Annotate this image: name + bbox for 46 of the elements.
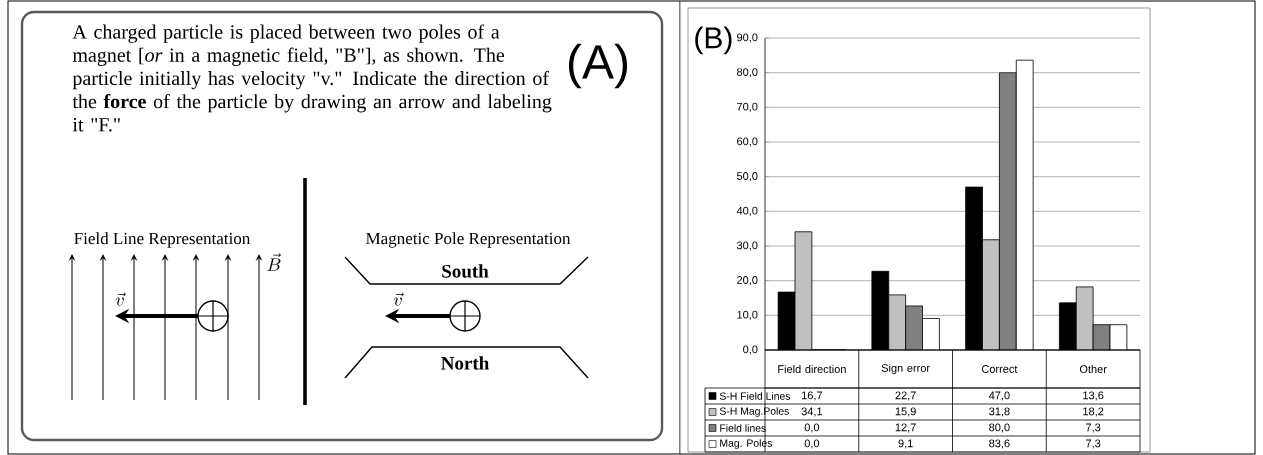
data-label: 16,7	[802, 391, 823, 401]
y-tick-label: 60,0	[737, 137, 758, 147]
text: South	[442, 264, 489, 278]
data-label: 9,1	[898, 439, 913, 449]
data-label: 0,0	[804, 423, 820, 433]
data-label: 34,1	[801, 407, 823, 417]
legend-label: Field lines	[720, 424, 766, 432]
y-tick-label: 70,0	[737, 102, 758, 112]
chart-title: (B)	[695, 26, 732, 55]
data-label: 12,7	[895, 423, 916, 433]
y-tick-label: 90,0	[737, 33, 758, 43]
text: A charged particle is placed between two poles of a magnet [or in a magnetic field, "B"], as shown. The particle initially has velocity "v." Indicate the direction of the force of the particle by drawing an arrow and labeling it "F."	[72, 24, 552, 132]
y-tick-label: 50,0	[736, 172, 758, 182]
y-tick-label: 0,0	[743, 345, 758, 355]
data-label: 80,0	[989, 423, 1010, 433]
y-tick-label: 10,0	[737, 310, 758, 320]
data-label: 7,3	[1086, 423, 1101, 433]
data-label: 18,2	[1083, 407, 1104, 417]
legend-label: S-H Mag.Poles	[719, 407, 789, 417]
text: North	[441, 356, 489, 370]
data-label: 7,3	[1086, 439, 1101, 449]
legend-label: Mag. Poles	[720, 439, 773, 449]
bar	[982, 239, 1000, 350]
y-tick-label: 30,0	[736, 241, 758, 251]
y-tick-label: 20,0	[737, 276, 758, 286]
y-tick-label: 40,0	[736, 206, 758, 216]
x-tick-label: Correct	[981, 365, 1018, 373]
data-label: 47,0	[988, 391, 1010, 401]
x-tick-label: Field direction	[778, 364, 846, 374]
text: $\vec{v}$	[115, 292, 126, 306]
x-tick-label: Other	[1079, 364, 1107, 374]
text: $\vec{B}$	[267, 253, 282, 271]
data-label: 15,9	[895, 407, 916, 417]
data-label: 13,6	[1083, 391, 1104, 401]
text: Field Line Representation	[74, 232, 251, 248]
data-label: 0,0	[804, 439, 820, 449]
data-label: 83,6	[989, 439, 1010, 449]
data-label: 22,7	[895, 391, 916, 401]
data-label: 31,8	[989, 407, 1010, 417]
text: $\vec{v}$	[393, 292, 404, 306]
text: (A)	[569, 43, 628, 89]
y-tick-label: 80,0	[737, 68, 758, 78]
legend-label: S-H Field Lines	[719, 392, 791, 400]
x-tick-label: Sign error	[881, 363, 930, 375]
text: Magnetic Pole Representation	[366, 232, 571, 248]
bar	[888, 294, 906, 350]
